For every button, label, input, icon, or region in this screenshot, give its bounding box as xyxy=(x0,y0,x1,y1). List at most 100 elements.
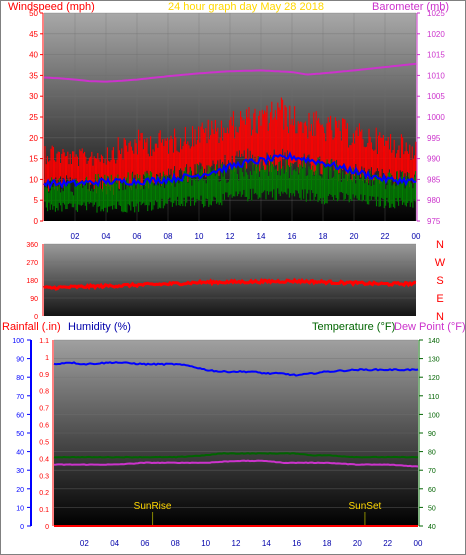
temp-tick-label: 60 xyxy=(428,487,436,494)
wind-tick-label: 45 xyxy=(29,30,38,39)
x-tick-label: 10 xyxy=(195,232,204,241)
direction-tick-label: 0 xyxy=(34,314,38,321)
compass-label: N xyxy=(436,311,444,323)
baro-tick-label: 1010 xyxy=(427,71,445,80)
rain-tick-label: 0 xyxy=(45,524,49,531)
temp-tick-label: 100 xyxy=(428,412,440,419)
humidity-tick-label: 60 xyxy=(16,412,24,419)
wind-tick-label: 25 xyxy=(29,113,38,122)
rain-tick-label: 0.9 xyxy=(39,372,49,379)
x-tick-label: 14 xyxy=(262,539,271,548)
temp-tick-label: 80 xyxy=(428,450,436,457)
baro-tick-label: 1000 xyxy=(427,113,445,122)
x-tick-label: 00 xyxy=(412,232,421,241)
humidity-line xyxy=(53,361,419,377)
baro-tick-label: 990 xyxy=(427,155,441,164)
x-tick-label: 14 xyxy=(257,232,266,241)
humidity-tick-label: 50 xyxy=(16,431,24,438)
humidity-tick-label: 100 xyxy=(12,338,24,345)
barometer-title: Barometer (mb) xyxy=(372,1,449,13)
baro-tick-label: 1015 xyxy=(427,51,445,60)
humidity-tick-label: 20 xyxy=(16,487,24,494)
rain-tick-label: 0.5 xyxy=(39,439,49,446)
wind-tick-label: 0 xyxy=(34,217,39,226)
humidity-tick-label: 40 xyxy=(16,450,24,457)
humidity-axis-ticks: 0 10 20 30 40 50 60 70 80 90 100 xyxy=(12,338,31,531)
baro-tick-label: 995 xyxy=(427,134,441,143)
baro-tick-label: 980 xyxy=(427,196,441,205)
dewpoint-line xyxy=(53,459,419,468)
temp-tick-label: 50 xyxy=(428,505,436,512)
direction-axis-ticks: 0 90 180 270 360 xyxy=(26,242,38,321)
rainfall-title: Rainfall (.in) xyxy=(2,321,61,333)
x-tick-label: 22 xyxy=(381,232,390,241)
temperature-title: Temperature (°F) xyxy=(312,321,395,333)
x-tick-label: 06 xyxy=(141,539,150,548)
x-tick-label: 02 xyxy=(71,232,80,241)
sunset-label: SunSet xyxy=(349,501,382,512)
rain-tick-label: 0.6 xyxy=(39,423,49,430)
wind-tick-label: 40 xyxy=(29,51,38,60)
temp-tick-label: 110 xyxy=(428,394,439,401)
direction-tick-label: 90 xyxy=(30,296,38,303)
wind-tick-label: 50 xyxy=(29,9,38,18)
compass-label: N xyxy=(436,239,444,251)
rain-tick-label: 0.1 xyxy=(39,507,49,514)
humidity-tick-label: 80 xyxy=(16,375,24,382)
x-tick-label: 22 xyxy=(383,539,392,548)
temp-tick-label: 40 xyxy=(428,524,436,531)
windspeed-title: Windspeed (mph) xyxy=(8,1,95,13)
wind-tick-label: 35 xyxy=(29,71,38,80)
x-tick-label: 18 xyxy=(323,539,332,548)
rain-tick-label: 0.8 xyxy=(39,389,49,396)
direction-line xyxy=(43,277,417,291)
wind-axis-ticks: 0 5 10 15 20 25 30 35 40 45 50 xyxy=(29,9,43,226)
temp-tick-label: 130 xyxy=(428,357,440,364)
rain-tick-label: 0.7 xyxy=(39,406,49,413)
baro-tick-label: 975 xyxy=(427,217,441,226)
compass-label: S xyxy=(436,275,443,287)
humidity-tick-label: 0 xyxy=(20,524,24,531)
compass-label: E xyxy=(436,293,443,305)
direction-tick-label: 270 xyxy=(26,260,38,267)
barometer-line xyxy=(43,62,417,83)
direction-tick-label: 360 xyxy=(26,242,38,249)
x-tick-label: 08 xyxy=(171,539,180,548)
baro-tick-label: 1020 xyxy=(427,30,445,39)
rain-tick-label: 1.1 xyxy=(39,338,49,345)
rain-tick-label: 1 xyxy=(45,355,49,362)
x-tick-label: 20 xyxy=(350,232,359,241)
compass-label: W xyxy=(435,257,446,269)
rain-tick-label: 0.2 xyxy=(39,490,49,497)
x-axis-ticks-top: 02 04 06 08 10 12 14 16 18 20 22 00 xyxy=(71,232,421,241)
rain-tick-label: 0.4 xyxy=(39,456,49,463)
temp-tick-label: 140 xyxy=(428,338,440,345)
x-tick-label: 16 xyxy=(288,232,297,241)
x-tick-label: 08 xyxy=(164,232,173,241)
humidity-tick-label: 30 xyxy=(16,468,24,475)
x-tick-label: 04 xyxy=(102,232,111,241)
temperature-line xyxy=(53,452,418,459)
date-title: 24 hour graph day May 28 2018 xyxy=(168,1,324,13)
baro-axis-ticks: 975 980 985 990 995 1000 1005 1010 1015 1020 1025 xyxy=(417,9,445,226)
rain-axis-ticks: 0 0.1 0.2 0.3 0.4 0.5 0.6 0.7 0.8 0.9 1 1.1 xyxy=(39,338,49,531)
x-tick-label: 02 xyxy=(80,539,89,548)
wind-tick-label: 10 xyxy=(29,175,38,184)
x-tick-label: 20 xyxy=(353,539,362,548)
temp-tick-label: 90 xyxy=(428,431,436,438)
dewpoint-title: Dew Point (°F) xyxy=(394,321,466,333)
temp-tick-label: 70 xyxy=(428,468,436,475)
humidity-tick-label: 70 xyxy=(16,394,24,401)
humidity-grid xyxy=(54,339,418,508)
direction-tick-label: 180 xyxy=(26,278,38,285)
wind-average-line xyxy=(43,151,417,190)
x-tick-label: 10 xyxy=(201,539,210,548)
wind-tick-label: 30 xyxy=(29,92,38,101)
baro-tick-label: 1005 xyxy=(427,92,445,101)
humidity-title: Humidity (%) xyxy=(68,321,131,333)
baro-tick-label: 1025 xyxy=(427,9,445,18)
x-tick-label: 16 xyxy=(292,539,301,548)
